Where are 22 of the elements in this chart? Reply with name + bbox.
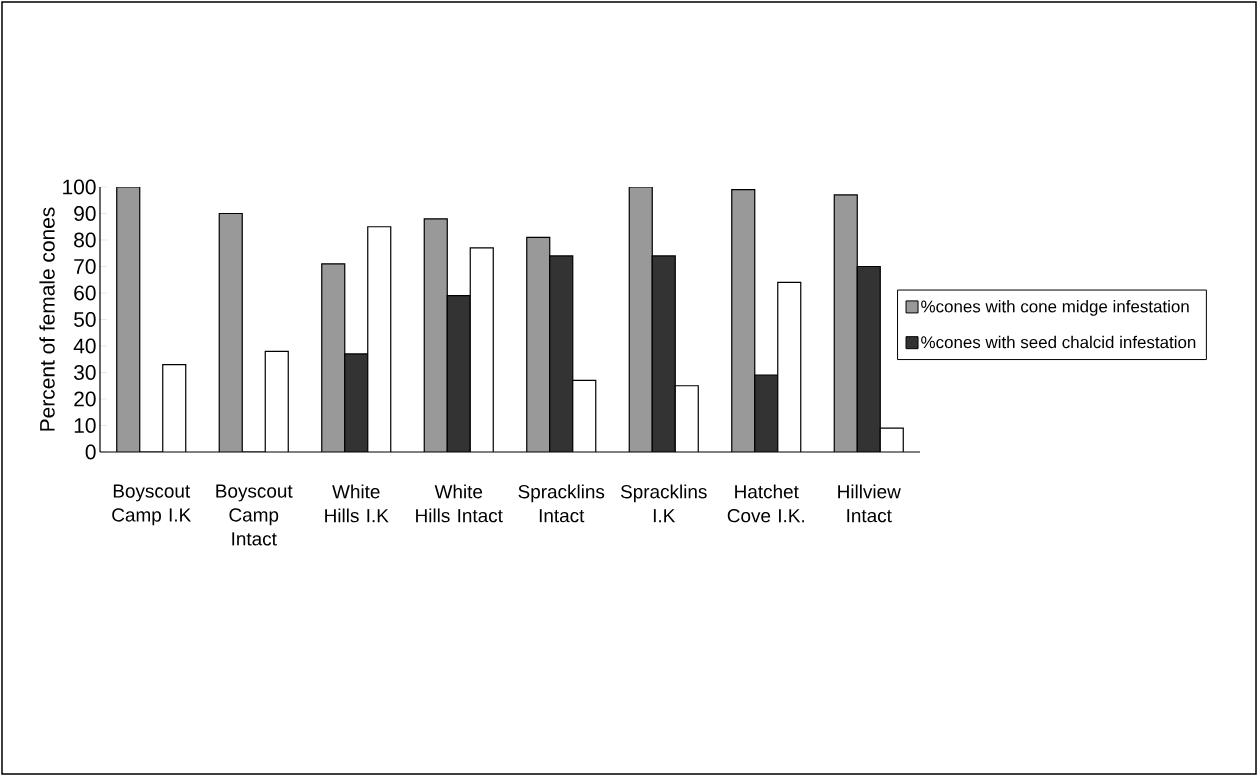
y-tick-label: 10 (74, 418, 96, 433)
y-tick-label: 50 (74, 312, 96, 327)
legend-label: %cones with cone midge infestation (921, 300, 1189, 316)
y-tick-label: 70 (74, 259, 96, 274)
x-tick-label: Boyscout Camp I.K (112, 484, 191, 526)
y-tick-label: 60 (74, 285, 96, 301)
y-axis-title: Percent of female cones (39, 207, 55, 431)
y-tick-label: 20 (74, 391, 96, 407)
x-tick-label: White Hills I.K (325, 484, 389, 523)
y-tick-label: 40 (73, 338, 96, 354)
x-tick-label: Boyscout Camp Intact (216, 484, 293, 546)
y-tick-label: 80 (74, 232, 96, 248)
y-tick-label: 90 (74, 206, 96, 221)
y-tick-label: 100 (63, 179, 96, 195)
x-tick-label: Hatchet Cove I.K. (727, 484, 804, 523)
x-tick-label: White Hills Intact (416, 484, 503, 523)
y-tick-label: 0 (85, 444, 96, 460)
y-tick-label: 30 (74, 365, 96, 380)
legend-label: %cones with seed chalcid infestation (921, 335, 1196, 349)
x-tick-label: Spracklins I.K (620, 484, 707, 523)
x-tick-label: Hillview Intact (838, 484, 901, 523)
x-tick-label: Spracklins Intact (518, 484, 605, 523)
